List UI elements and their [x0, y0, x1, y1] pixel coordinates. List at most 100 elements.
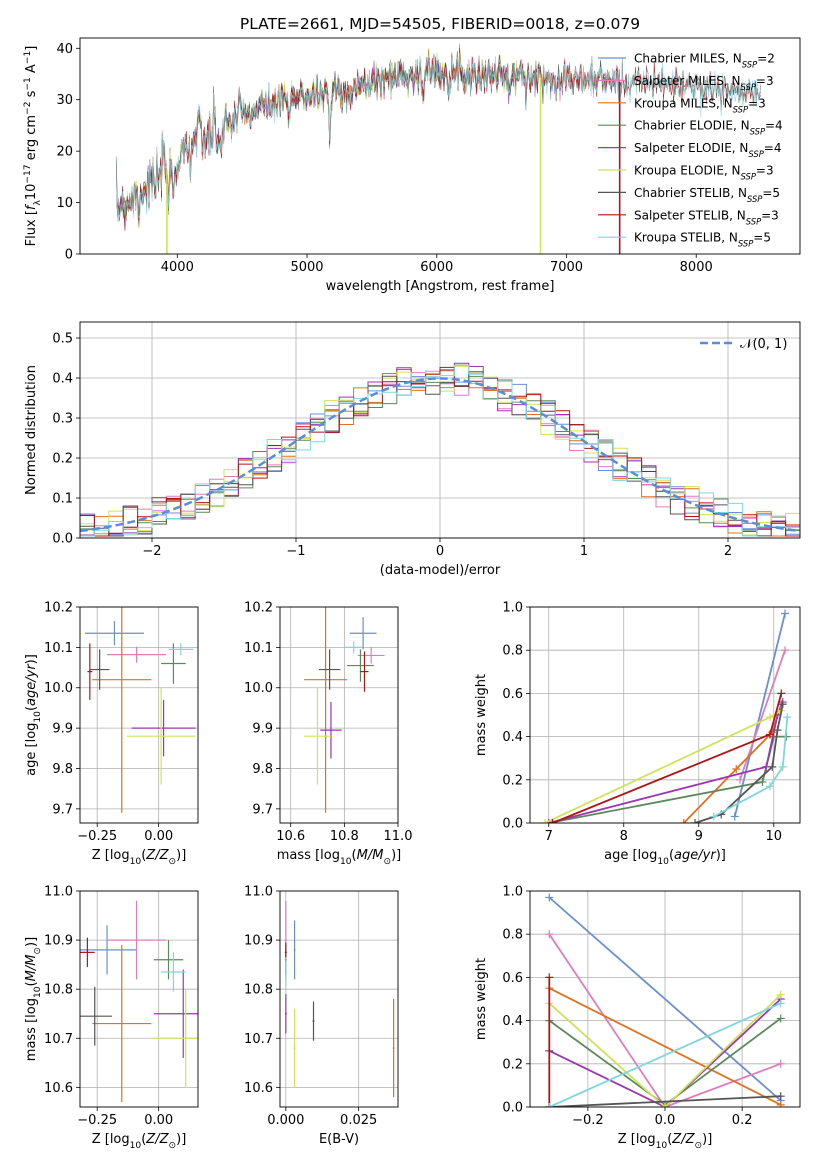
errorbar-point — [284, 957, 287, 987]
y-tick-label: 10.6 — [44, 1081, 73, 1096]
x-tick-label: 11.0 — [384, 829, 413, 844]
normal-reference-curve — [80, 377, 800, 533]
plot-area — [545, 893, 785, 1107]
y-tick-label: 0.4 — [502, 730, 523, 745]
y-tick-label: 0.5 — [52, 332, 73, 347]
axes-frame — [79, 890, 199, 1108]
y-tick-label: 0.6 — [502, 971, 523, 986]
panel-mass-vs-Z: −0.25 0.00 10.6 10.7 10.8 10.9 11.0 Z [log10(Z/… — [24, 885, 199, 1151]
x-tick-label: 0.0 — [655, 1113, 676, 1128]
weight-marker — [778, 762, 787, 771]
x-tick-label: 8 — [620, 829, 628, 844]
legend: Chabrier MILES, NSSP=2 Salpeter MILES, NS… — [598, 52, 783, 249]
errorbar-point — [347, 649, 374, 682]
errorbar-point — [357, 647, 385, 664]
panel-age-vs-Z: −0.25 0.00 9.7 9.8 9.9 10.0 10.1 10.2 Z [log10(Z… — [24, 601, 199, 867]
weight-marker — [661, 1103, 669, 1107]
y-tick-label: 0.4 — [52, 372, 73, 387]
plot-area — [80, 362, 800, 538]
x-tick-label: −0.2 — [572, 1113, 604, 1128]
weight-marker — [545, 893, 554, 902]
weight-marker — [773, 726, 782, 735]
y-axis-label: Flux [fλ10−17 erg cm−2 s−1 A−1] — [23, 46, 43, 247]
errorbar-point — [284, 994, 287, 1034]
errorbar-point — [80, 925, 137, 975]
y-tick-label: 20 — [56, 145, 73, 160]
x-tick-label: 0.00 — [144, 829, 173, 844]
legend-label: Chabrier ELODIE, NSSP=4 — [634, 119, 783, 137]
axes: −0.25 0.00 10.6 10.7 10.8 10.9 11.0 Z [log10(Z/… — [24, 885, 199, 1151]
weight-line-chabrier-miles — [548, 896, 782, 1102]
weight-marker — [545, 930, 554, 939]
y-tick-label: 11.0 — [44, 885, 73, 900]
weight-marker — [758, 777, 767, 786]
y-tick-label: 30 — [56, 93, 73, 108]
y-tick-label: 10.2 — [244, 601, 273, 616]
x-tick-label: 4000 — [161, 260, 194, 275]
weight-marker — [766, 782, 774, 791]
y-tick-label: 40 — [56, 42, 73, 57]
weight-marker — [730, 812, 739, 821]
weight-marker — [781, 646, 789, 655]
panel-mass-vs-EBV: 0.000 0.025 10.6 10.7 10.8 10.9 11.0 E(B-V) — [244, 885, 399, 1147]
panel-spectrum: 4000 5000 6000 7000 8000 0 10 20 30 40 wavelength … — [23, 37, 801, 294]
y-tick-label: 10.8 — [44, 983, 73, 998]
weight-marker — [766, 730, 774, 739]
errorbar-point — [168, 643, 194, 656]
weight-marker — [679, 819, 688, 823]
grid — [280, 606, 399, 823]
weight-line-salpeter-elodie — [548, 998, 782, 1107]
axes: −2 −1 0 1 2 0.0 0.1 0.2 0.3 0.4 0.5 𝒩(0, 1) (data-mo… — [24, 321, 801, 578]
errorbar-point — [89, 649, 110, 690]
y-tick-label: 9.8 — [52, 762, 73, 777]
axes-frame — [529, 606, 801, 824]
y-tick-label: 0.0 — [52, 532, 73, 547]
x-tick-label: −0.25 — [77, 829, 117, 844]
errorbar-point — [304, 607, 348, 813]
x-tick-label: 1 — [580, 544, 588, 559]
y-tick-label: 1.0 — [502, 601, 523, 616]
y-tick-label: 0.4 — [502, 1014, 523, 1029]
axes: −0.25 0.00 9.7 9.8 9.9 10.0 10.1 10.2 Z [log10(Z… — [24, 601, 199, 867]
errorbar-point — [153, 969, 198, 1058]
y-tick-label: 10.8 — [244, 983, 273, 998]
spectrum-line-kroupa-stelib — [116, 52, 762, 223]
axes: 0.000 0.025 10.6 10.7 10.8 10.9 11.0 E(B-V) — [244, 885, 399, 1147]
weight-marker — [545, 1103, 554, 1107]
x-tick-label: 6000 — [420, 260, 453, 275]
legend: 𝒩(0, 1) — [700, 337, 787, 352]
y-tick-label: 0.2 — [502, 1057, 523, 1072]
x-tick-label: 2 — [724, 544, 732, 559]
weight-marker — [783, 713, 792, 722]
x-axis-label: Z [log10(Z/Z⊙)] — [92, 848, 187, 867]
weight-marker — [776, 1014, 785, 1023]
y-tick-label: 10.6 — [244, 1081, 273, 1096]
y-tick-label: 0.0 — [502, 817, 523, 832]
errorbar-point — [153, 989, 198, 1088]
errorbar-point — [293, 1008, 296, 1088]
y-tick-label: 0.1 — [52, 492, 73, 507]
weight-marker — [781, 609, 789, 618]
errorbar-point — [293, 920, 296, 980]
x-tick-label: 10 — [765, 829, 782, 844]
y-tick-label: 9.9 — [252, 722, 273, 737]
legend-label: Kroupa STELIB, NSSP=5 — [634, 231, 771, 249]
legend-label: 𝒩(0, 1) — [740, 337, 787, 352]
x-tick-label: −2 — [142, 544, 161, 559]
y-tick-label: 0.8 — [502, 928, 523, 943]
histogram-kroupa-stelib — [80, 364, 800, 538]
panel-residuals: −2 −1 0 1 2 0.0 0.1 0.2 0.3 0.4 0.5 𝒩(0, 1) (data-mo… — [24, 321, 801, 578]
y-tick-label: 10.9 — [244, 934, 273, 949]
y-tick-label: 0.8 — [502, 644, 523, 659]
grid — [80, 606, 198, 823]
weight-marker — [776, 1059, 785, 1068]
weight-marker — [776, 999, 785, 1008]
weight-line-kroupa-elodie — [544, 709, 782, 823]
y-tick-label: 1.0 — [502, 885, 523, 900]
plot-area — [80, 900, 198, 1103]
spectrum-line-kroupa-elodie — [116, 46, 541, 223]
weight-line-chabrier-stelib — [694, 704, 784, 823]
y-axis-label: mass weight — [474, 958, 489, 1040]
y-tick-label: 10.9 — [44, 934, 73, 949]
y-axis-label: age [log10(age/yr)] — [24, 654, 43, 776]
